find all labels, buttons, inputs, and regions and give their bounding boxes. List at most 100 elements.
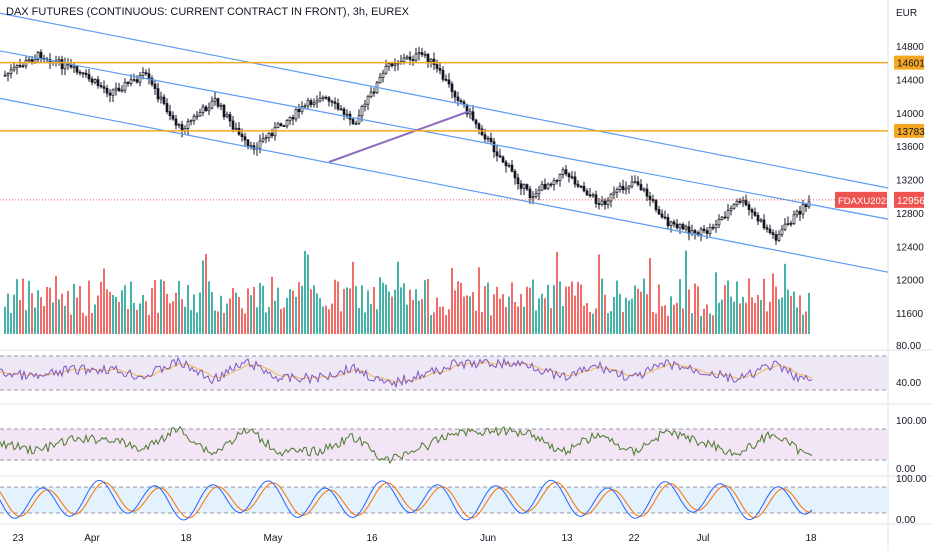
volume-bar xyxy=(724,285,726,334)
volume-bar xyxy=(52,302,54,334)
volume-bar xyxy=(238,297,240,334)
y-tick-label: 14400 xyxy=(896,75,924,86)
volume-bar xyxy=(319,298,321,334)
candle-body xyxy=(615,189,619,193)
volume-bar xyxy=(256,307,258,334)
volume-bar xyxy=(679,279,681,334)
chart-header: DAX FUTURES (CONTINUOUS: CURRENT CONTRAC… xyxy=(6,6,409,18)
candle-body xyxy=(489,137,493,143)
candle-body xyxy=(648,195,652,200)
volume-bar xyxy=(487,282,489,334)
volume-bar xyxy=(421,299,423,334)
volume-bar xyxy=(649,258,651,334)
candle-body xyxy=(243,136,247,141)
volume-bar xyxy=(538,298,540,334)
candle-body xyxy=(765,227,769,230)
volume-bar xyxy=(463,296,465,334)
candle-body xyxy=(30,59,34,63)
volume-bar xyxy=(742,296,744,334)
volume-bar xyxy=(703,308,705,334)
candle-body xyxy=(447,79,451,85)
candle-body xyxy=(726,210,730,218)
volume-bar xyxy=(439,306,441,334)
interval-label[interactable]: 3h xyxy=(352,6,365,18)
volume-bar xyxy=(613,297,615,334)
volume-bar xyxy=(550,308,552,334)
candle-body xyxy=(642,188,646,191)
volume-bar xyxy=(601,278,603,334)
y-tick-label: 12000 xyxy=(896,276,924,287)
volume-bar xyxy=(469,296,471,334)
volume-bar xyxy=(361,285,363,334)
volume-bar xyxy=(64,305,66,334)
candle-body xyxy=(759,219,763,222)
volume-bar xyxy=(247,288,249,334)
candle-body xyxy=(225,114,229,118)
x-tick-label: Jun xyxy=(480,533,496,544)
volume-bar xyxy=(478,267,480,334)
candle-body xyxy=(234,127,238,130)
volume-bar xyxy=(544,298,546,334)
candle-body xyxy=(18,65,22,67)
candle-body xyxy=(288,117,292,121)
candle-body xyxy=(738,200,742,203)
volume-bar xyxy=(109,291,111,334)
candle-body xyxy=(213,98,217,102)
candle-body xyxy=(630,181,634,187)
volume-bar xyxy=(139,303,141,334)
volume-bar xyxy=(355,286,357,334)
volume-bar xyxy=(259,283,261,334)
indicator-axis-label: 100.00 xyxy=(896,416,927,427)
candle-body xyxy=(618,185,622,190)
candle-body xyxy=(120,89,124,92)
candle-body xyxy=(786,223,790,225)
volume-bar xyxy=(268,306,270,334)
candle-body xyxy=(21,65,25,68)
volume-bar xyxy=(25,310,27,334)
volume-bar xyxy=(625,297,627,334)
volume-bar xyxy=(664,305,666,334)
volume-bar xyxy=(295,296,297,334)
candle-body xyxy=(102,86,106,89)
volume-bar xyxy=(499,298,501,334)
candle-body xyxy=(783,223,787,230)
volume-bar xyxy=(112,294,114,334)
volume-bar xyxy=(676,302,678,334)
candle-body xyxy=(792,214,796,224)
symbol-title[interactable]: DAX FUTURES (CONTINUOUS: CURRENT CONTRAC… xyxy=(6,6,347,18)
candle-body xyxy=(129,79,133,84)
volume-bar xyxy=(604,294,606,334)
volume-bar xyxy=(763,278,765,334)
volume-bar xyxy=(301,285,303,334)
candle-body xyxy=(549,183,553,186)
candle-body xyxy=(39,51,43,59)
candle-body xyxy=(153,83,157,89)
candle-body xyxy=(705,230,709,234)
volume-bar xyxy=(379,277,381,334)
volume-bar xyxy=(325,305,327,334)
volume-bar xyxy=(691,313,693,334)
candle-body xyxy=(78,71,82,74)
volume-bar xyxy=(22,278,24,334)
level-tag xyxy=(894,55,924,70)
candle-body xyxy=(384,66,388,74)
volume-bar xyxy=(13,294,15,334)
volume-bar xyxy=(682,308,684,334)
last-price-label: 12956 xyxy=(897,196,925,207)
candle-body xyxy=(261,138,265,142)
volume-bar xyxy=(784,263,786,334)
volume-bar xyxy=(76,297,78,334)
volume-bar xyxy=(166,293,168,334)
volume-bar xyxy=(46,286,48,334)
y-tick-label: 12800 xyxy=(896,209,924,220)
volume-bar xyxy=(793,291,795,334)
candle-body xyxy=(126,81,130,84)
candle-body xyxy=(528,188,532,199)
candle-body xyxy=(516,177,520,185)
stoch-k-line xyxy=(0,479,813,521)
candle-body xyxy=(123,81,127,91)
volume-bar xyxy=(772,273,774,334)
volume-bar xyxy=(223,312,225,334)
candle-body xyxy=(684,226,688,230)
